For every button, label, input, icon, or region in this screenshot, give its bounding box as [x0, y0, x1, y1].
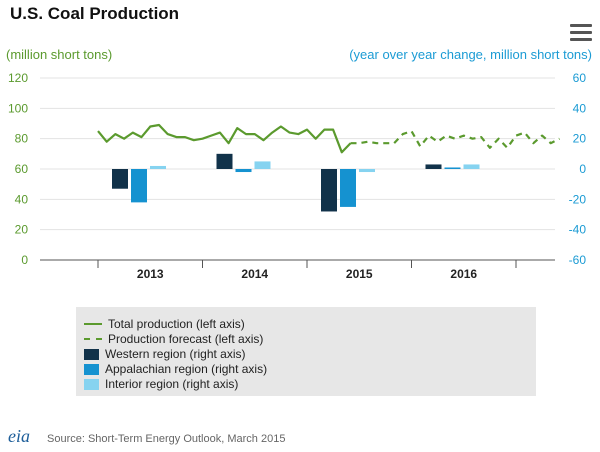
- appalachian-region-bar: [235, 169, 252, 173]
- left-axis-tick-label: 40: [15, 192, 29, 206]
- appalachian-region-bar: [131, 169, 147, 203]
- production-lines: [97, 123, 561, 154]
- legend-item-interior: Interior region (right axis): [84, 377, 238, 391]
- regional-bars: [112, 153, 480, 212]
- right-axis-tick-label: 20: [573, 132, 587, 146]
- interior-region-bar: [254, 161, 271, 169]
- western-region-bar: [321, 169, 337, 212]
- legend-item-forecast: Production forecast (left axis): [84, 332, 263, 346]
- legend-swatch-forecast: [84, 338, 102, 340]
- interior-region-bar: [463, 164, 480, 169]
- right-axis-tick-label: -40: [569, 223, 587, 237]
- axes: 0 20 40 60 80 100 120 -60 -40 -20 0 20 40 60 2013 2014 2…: [8, 71, 586, 281]
- right-axis-unit-label: (year over year change, million short to…: [349, 47, 592, 62]
- appalachian-region-bar: [444, 167, 461, 169]
- legend-item-western: Western region (right axis): [84, 347, 246, 361]
- interior-region-bar: [150, 165, 166, 169]
- legend-swatch-western: [84, 348, 99, 360]
- production-forecast-line: [350, 130, 561, 149]
- left-axis-tick-label: 120: [8, 71, 28, 85]
- right-axis-tick-label: 40: [573, 101, 587, 115]
- legend-label-western: Western region (right axis): [105, 347, 246, 361]
- interior-region-bar: [359, 169, 375, 173]
- appalachian-region-bar: [340, 169, 356, 207]
- chart-title: U.S. Coal Production: [10, 4, 180, 23]
- eia-logo: eia: [8, 426, 30, 446]
- legend-swatch-interior: [84, 378, 99, 390]
- legend: Total production (left axis) Production …: [76, 307, 536, 396]
- legend-swatch-appalachian: [84, 363, 99, 375]
- left-axis-tick-label: 60: [15, 162, 29, 176]
- western-region-bar: [425, 164, 442, 169]
- coal-production-chart: 0 20 40 60 80 100 120 -60 -40 -20 0 20 40 60 2013 2014 2…: [8, 71, 586, 281]
- right-axis-tick-label: -60: [569, 253, 587, 267]
- legend-label-appalachian: Appalachian region (right axis): [105, 362, 268, 376]
- left-axis-tick-label: 100: [8, 101, 28, 115]
- legend-label-total: Total production (left axis): [108, 317, 245, 331]
- left-axis-tick-label: 20: [15, 223, 29, 237]
- left-axis-tick-label: 80: [15, 132, 29, 146]
- legend-item-total: Total production (left axis): [84, 317, 245, 331]
- legend-item-appalachian: Appalachian region (right axis): [84, 362, 267, 376]
- total-production-line: [97, 123, 352, 154]
- right-axis-tick-label: 0: [579, 162, 586, 176]
- x-axis-year-label: 2014: [241, 267, 268, 281]
- x-axis-year-label: 2013: [137, 267, 164, 281]
- source-note: Source: Short-Term Energy Outlook, March…: [47, 433, 286, 445]
- legend-label-interior: Interior region (right axis): [105, 377, 239, 391]
- left-axis-tick-label: 0: [21, 253, 28, 267]
- right-axis-tick-label: -20: [569, 192, 587, 206]
- hamburger-menu-icon[interactable]: [570, 24, 592, 42]
- right-axis-tick-label: 60: [573, 71, 587, 85]
- western-region-bar: [216, 153, 233, 169]
- legend-label-forecast: Production forecast (left axis): [108, 332, 264, 346]
- left-axis-unit-label: (million short tons): [6, 47, 113, 62]
- x-axis-year-label: 2015: [346, 267, 373, 281]
- grid-lines: [40, 77, 555, 231]
- legend-swatch-total: [84, 323, 102, 325]
- x-axis-year-label: 2016: [450, 267, 477, 281]
- western-region-bar: [112, 169, 128, 189]
